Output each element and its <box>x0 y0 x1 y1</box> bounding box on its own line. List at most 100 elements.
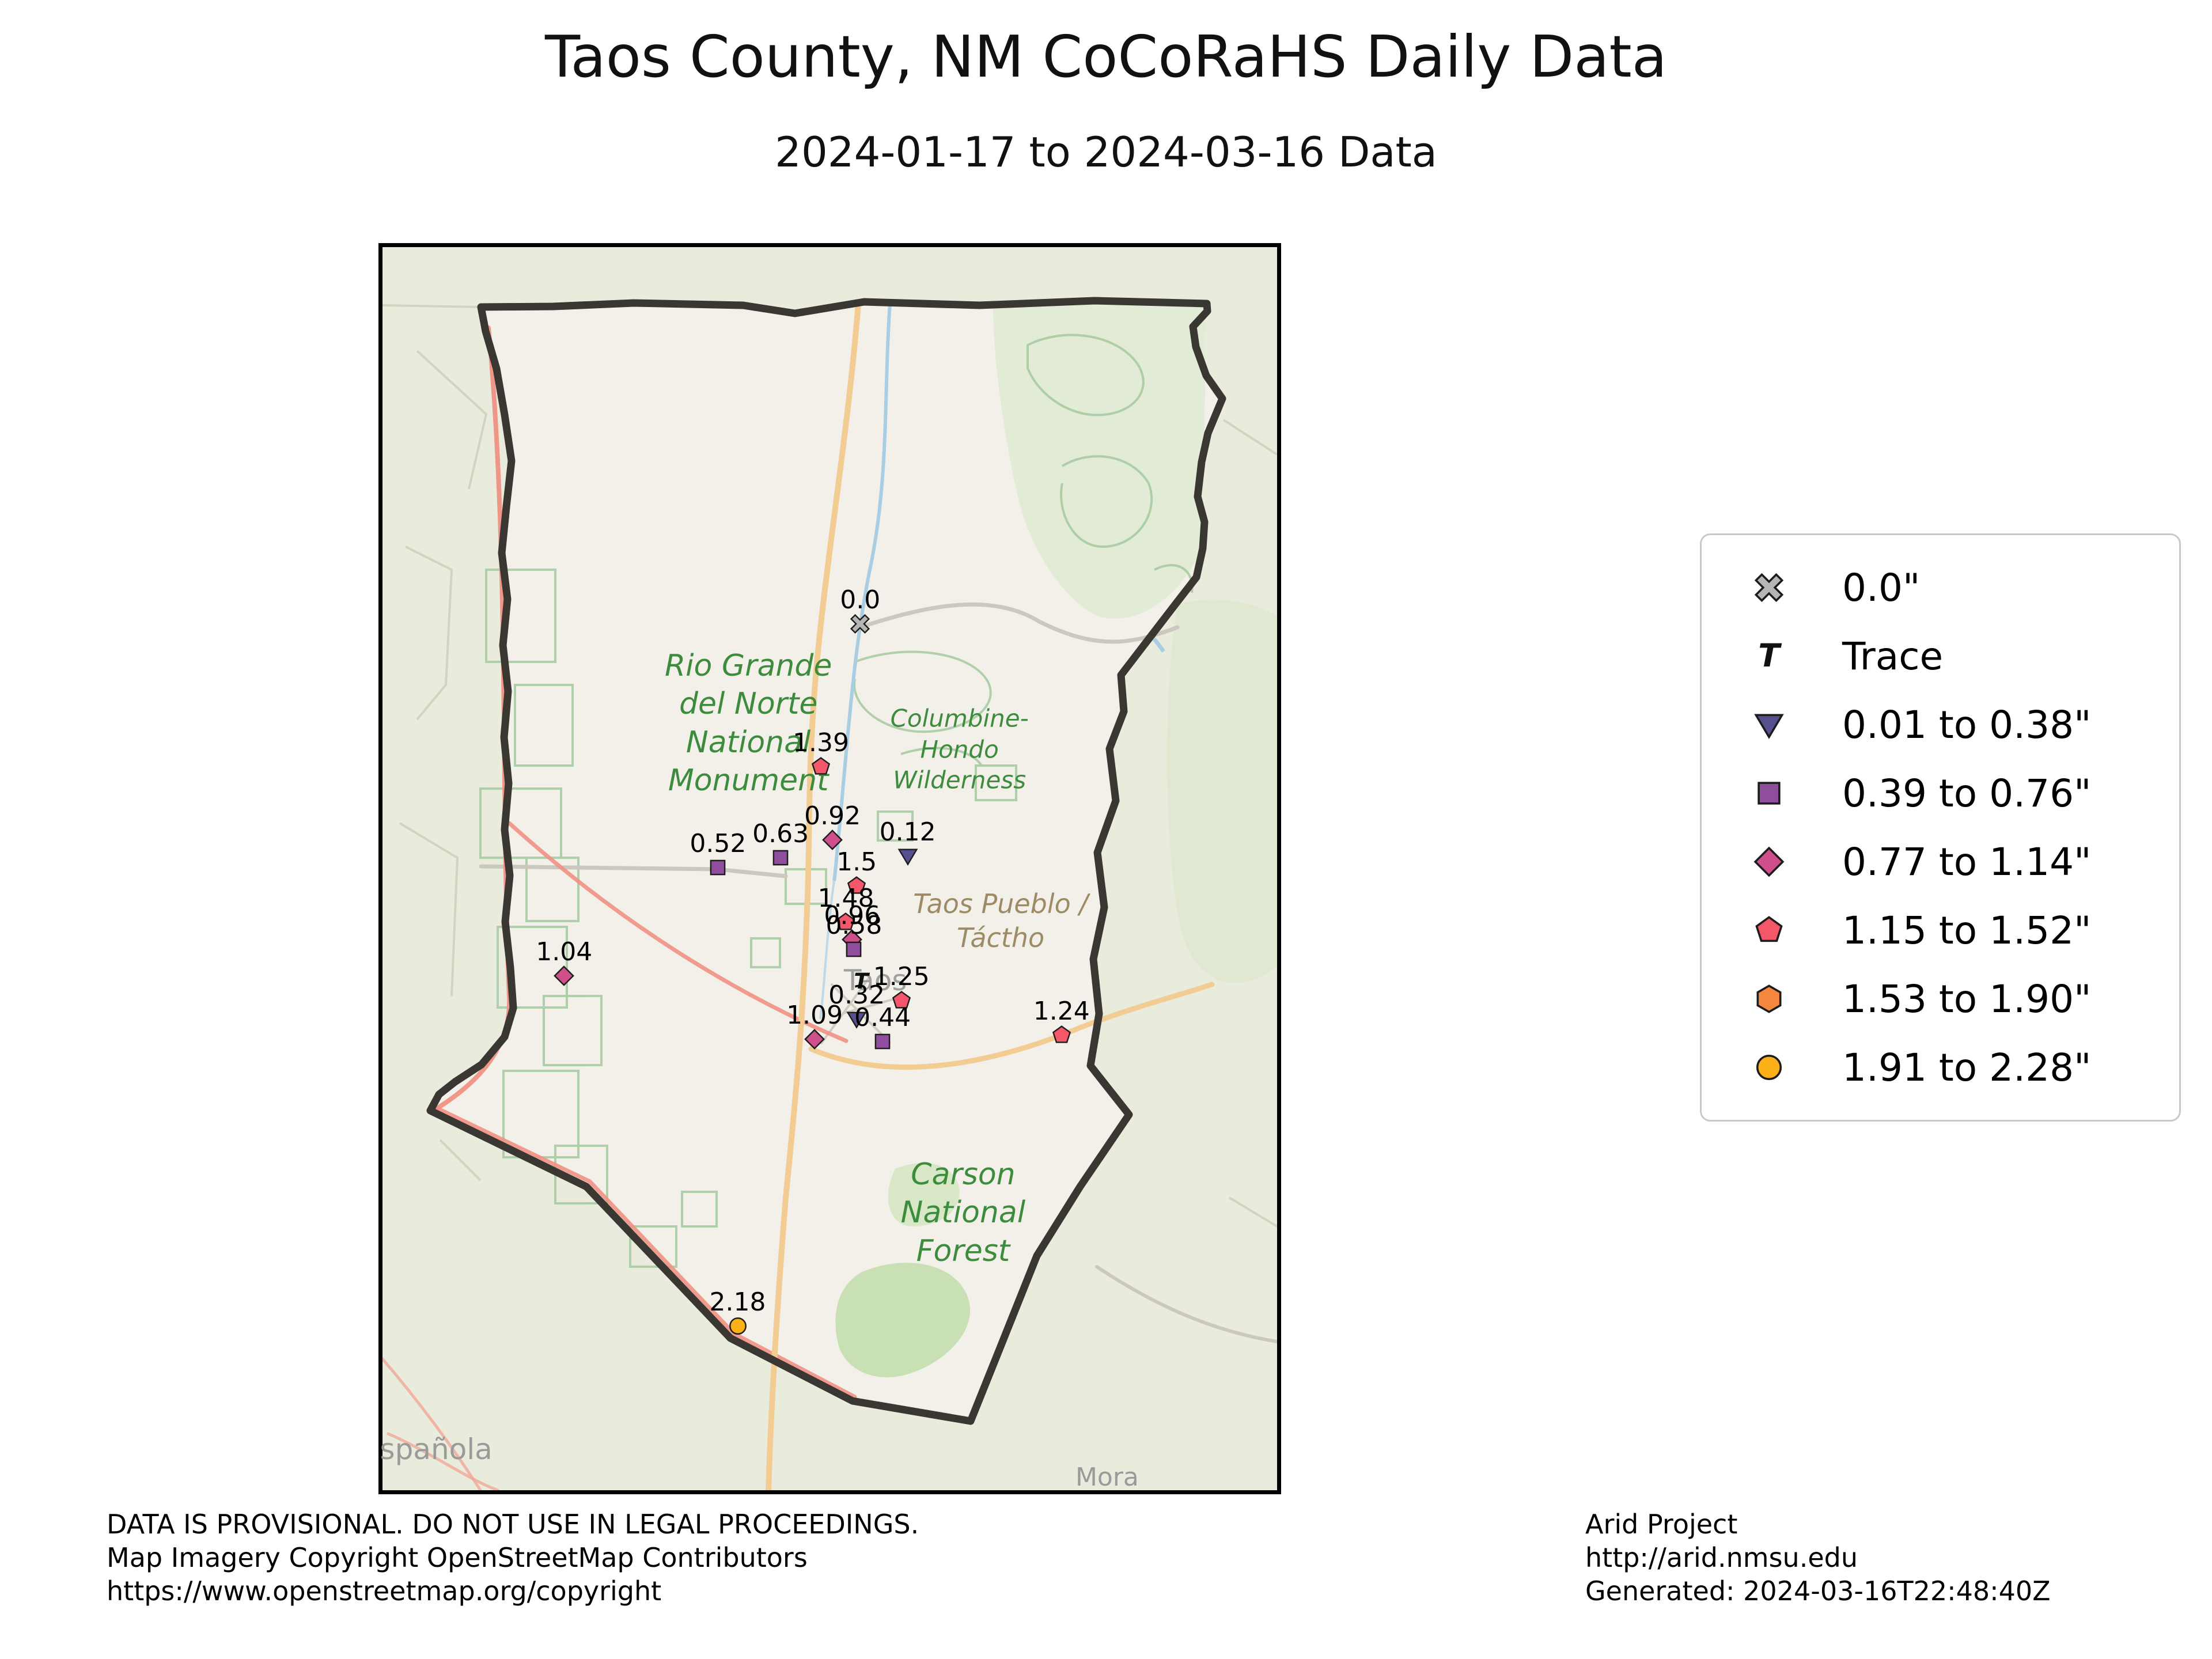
legend-item-label: 1.15 to 1.52" <box>1842 908 2092 953</box>
station-2.18: 2.18 <box>710 1290 766 1338</box>
legend-item: 1.91 to 2.28" <box>1702 1033 2179 1102</box>
outside-faint-lines <box>382 304 1277 1228</box>
arid-project-credit: Arid Project <box>1585 1509 1738 1540</box>
orange-road-east <box>808 982 1215 1070</box>
legend-item: 0.01 to 0.38" <box>1702 691 2179 759</box>
place-label-rio-grande-del-norte: Rio Grande del Norte National Monument <box>664 648 832 798</box>
station-value-label: 0.12 <box>879 817 936 847</box>
hexagon-icon <box>1756 984 1782 1013</box>
legend-item: Trace <box>1702 622 2179 691</box>
station-value-label: 0.58 <box>825 911 882 941</box>
salmon-road-outside-sw1 <box>387 1432 499 1490</box>
map-panel: Rio Grande del Norte National Monument C… <box>378 243 1281 1494</box>
station-0.52: 0.52 <box>690 831 746 880</box>
ne-green-area <box>993 304 1206 619</box>
station-0.63: 0.63 <box>752 821 809 870</box>
square-icon <box>874 1033 891 1050</box>
station-value-label: 1.09 <box>786 1000 843 1030</box>
station-value-label: 2.18 <box>709 1287 766 1317</box>
station-0.96: 0.96 <box>824 903 880 952</box>
station-1.09: 1.09 <box>786 1002 843 1051</box>
x-icon <box>1755 573 1783 602</box>
station-value-label: 1.39 <box>792 728 849 758</box>
station-value-label: 1.48 <box>817 883 874 913</box>
forest-patch-mid <box>888 1163 960 1226</box>
place-label-espanola-town: spañola <box>380 1432 493 1466</box>
legend-rows: 0.0" Trace 0.01 to 0.38" 0.39 to 0.76" 0… <box>1702 548 2179 1108</box>
footer-right: Arid Project http://arid.nmsu.edu Genera… <box>1585 1508 2051 1608</box>
legend-item: 1.15 to 1.52" <box>1702 896 2179 965</box>
pentagon-icon <box>1755 916 1783 942</box>
basemap <box>382 247 1277 1490</box>
station-0.92: 0.92 <box>804 804 861 852</box>
station-1.48: 1.48 <box>817 885 874 934</box>
circle-icon <box>1756 1055 1782 1080</box>
osm-copyright-url: https://www.openstreetmap.org/copyright <box>107 1575 662 1607</box>
legend-item-label: Trace <box>1842 634 1944 679</box>
station-1.39: 1.39 <box>793 730 849 779</box>
map-imagery-credit: Map Imagery Copyright OpenStreetMap Cont… <box>107 1541 808 1573</box>
station-value-label: 0.32 <box>828 980 885 1010</box>
legend-item: 0.0" <box>1702 554 2179 622</box>
diamond-icon <box>1754 847 1784 877</box>
place-label-mora-town: Mora <box>1075 1463 1139 1493</box>
footer-left: DATA IS PROVISIONAL. DO NOT USE IN LEGAL… <box>107 1508 919 1608</box>
outside-forest-tint <box>1166 599 1277 983</box>
diamond-icon <box>554 965 574 986</box>
triangle-icon <box>897 849 918 866</box>
page-subtitle: 2024-01-17 to 2024-03-16 Data <box>775 128 1437 176</box>
legend-item: 0.77 to 1.14" <box>1702 828 2179 896</box>
square-icon <box>1758 782 1781 805</box>
station-1.25: 1.25 <box>873 964 930 1013</box>
station-value-label: 0.92 <box>804 801 861 831</box>
legend: 0.0" Trace 0.01 to 0.38" 0.39 to 0.76" 0… <box>1700 533 2181 1122</box>
salmon-road-outside-sw2 <box>382 1357 482 1490</box>
orange-road-main <box>766 301 861 1490</box>
gray-road-north <box>858 602 1180 644</box>
station-value-label: 1.25 <box>873 961 930 991</box>
square-icon <box>846 941 862 957</box>
pentagon-icon <box>1052 1025 1071 1044</box>
station-value-label: 0.63 <box>752 819 809 849</box>
generated-timestamp: Generated: 2024-03-16T22:48:40Z <box>1585 1575 2051 1607</box>
station-value-label: 1.5 <box>836 847 877 877</box>
county-boundary <box>426 297 1226 1425</box>
square-icon <box>710 859 726 876</box>
place-label-columbine-hondo: Columbine- Hondo Wilderness <box>890 704 1029 794</box>
legend-item: 1.53 to 1.90" <box>1702 965 2179 1033</box>
legend-item-label: 0.39 to 0.76" <box>1842 771 2092 816</box>
station-1.5: 1.5 <box>836 850 877 898</box>
legend-item-label: 1.91 to 2.28" <box>1842 1045 2092 1090</box>
station-0.0: 0.0 <box>840 587 880 636</box>
station-0.12: 0.12 <box>880 820 936 868</box>
station-1.04: 1.04 <box>536 939 592 988</box>
legend-item-label: 0.77 to 1.14" <box>1842 839 2092 884</box>
square-icon <box>772 849 789 866</box>
circle-icon <box>729 1317 747 1335</box>
station-value-label: 1.04 <box>536 937 593 967</box>
x-icon <box>850 614 870 634</box>
forest-patch-south <box>835 1263 971 1377</box>
station-0.44: 0.44 <box>854 1005 911 1054</box>
triangle-icon <box>1755 714 1783 738</box>
page-title: Taos County, NM CoCoRaHS Daily Data <box>544 23 1668 90</box>
station-0.32: 0.32 <box>828 983 885 1031</box>
station-value-label: 0.0 <box>840 585 881 615</box>
county-area <box>430 301 1222 1421</box>
arid-project-url: http://arid.nmsu.edu <box>1585 1541 1858 1573</box>
legend-item-label: 0.01 to 0.38" <box>1842 702 2092 747</box>
legend-item-label: 1.53 to 1.90" <box>1842 976 2092 1021</box>
station-value-label: 1.24 <box>1033 997 1090 1027</box>
trace-icon <box>1758 637 1783 674</box>
station-value-label: 0.44 <box>854 1002 911 1032</box>
place-label-taos-pueblo: Taos Pueblo / Táctho <box>913 888 1088 953</box>
station-1.24: 1.24 <box>1033 999 1090 1047</box>
station-value-label: 0.52 <box>690 828 747 858</box>
salmon-road-diagonal <box>435 1106 857 1399</box>
provisional-note: DATA IS PROVISIONAL. DO NOT USE IN LEGAL… <box>107 1509 919 1540</box>
legend-item-label: 0.0" <box>1842 565 1921 610</box>
diamond-icon <box>804 1028 825 1050</box>
pentagon-icon <box>811 757 831 775</box>
place-label-carson-national-forest: Carson National Forest <box>900 1157 1026 1269</box>
gray-road-se <box>1095 1265 1277 1343</box>
